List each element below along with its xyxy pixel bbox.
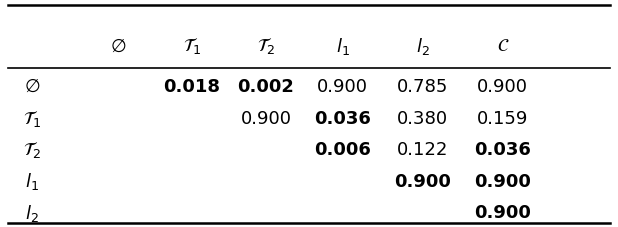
Text: 0.159: 0.159 bbox=[477, 109, 528, 127]
Text: 0.900: 0.900 bbox=[317, 78, 368, 96]
Text: 0.900: 0.900 bbox=[394, 172, 451, 190]
Text: 0.018: 0.018 bbox=[164, 78, 221, 96]
Text: $l_2$: $l_2$ bbox=[416, 36, 430, 57]
Text: 0.900: 0.900 bbox=[475, 203, 531, 221]
Text: 0.380: 0.380 bbox=[397, 109, 449, 127]
Text: $\mathcal{T}_1$: $\mathcal{T}_1$ bbox=[183, 36, 201, 56]
Text: 0.122: 0.122 bbox=[397, 141, 449, 158]
Text: 0.900: 0.900 bbox=[240, 109, 292, 127]
Text: $\emptyset$: $\emptyset$ bbox=[110, 37, 127, 55]
Text: 0.006: 0.006 bbox=[315, 141, 371, 158]
Text: $\mathcal{T}_1$: $\mathcal{T}_1$ bbox=[23, 108, 41, 128]
Text: $l_1$: $l_1$ bbox=[336, 36, 350, 57]
Text: $\mathcal{T}_2$: $\mathcal{T}_2$ bbox=[257, 36, 275, 56]
Text: 0.785: 0.785 bbox=[397, 78, 449, 96]
Text: 0.900: 0.900 bbox=[475, 172, 531, 190]
Text: $\mathcal{C}$: $\mathcal{C}$ bbox=[496, 37, 509, 55]
Text: $\mathcal{T}_2$: $\mathcal{T}_2$ bbox=[23, 139, 41, 159]
Text: $l_2$: $l_2$ bbox=[25, 202, 39, 223]
Text: 0.002: 0.002 bbox=[237, 78, 294, 96]
Text: 0.036: 0.036 bbox=[315, 109, 371, 127]
Text: $l_1$: $l_1$ bbox=[25, 170, 39, 191]
Text: $\emptyset$: $\emptyset$ bbox=[24, 78, 40, 96]
Text: 0.036: 0.036 bbox=[475, 141, 531, 158]
Text: 0.900: 0.900 bbox=[477, 78, 528, 96]
